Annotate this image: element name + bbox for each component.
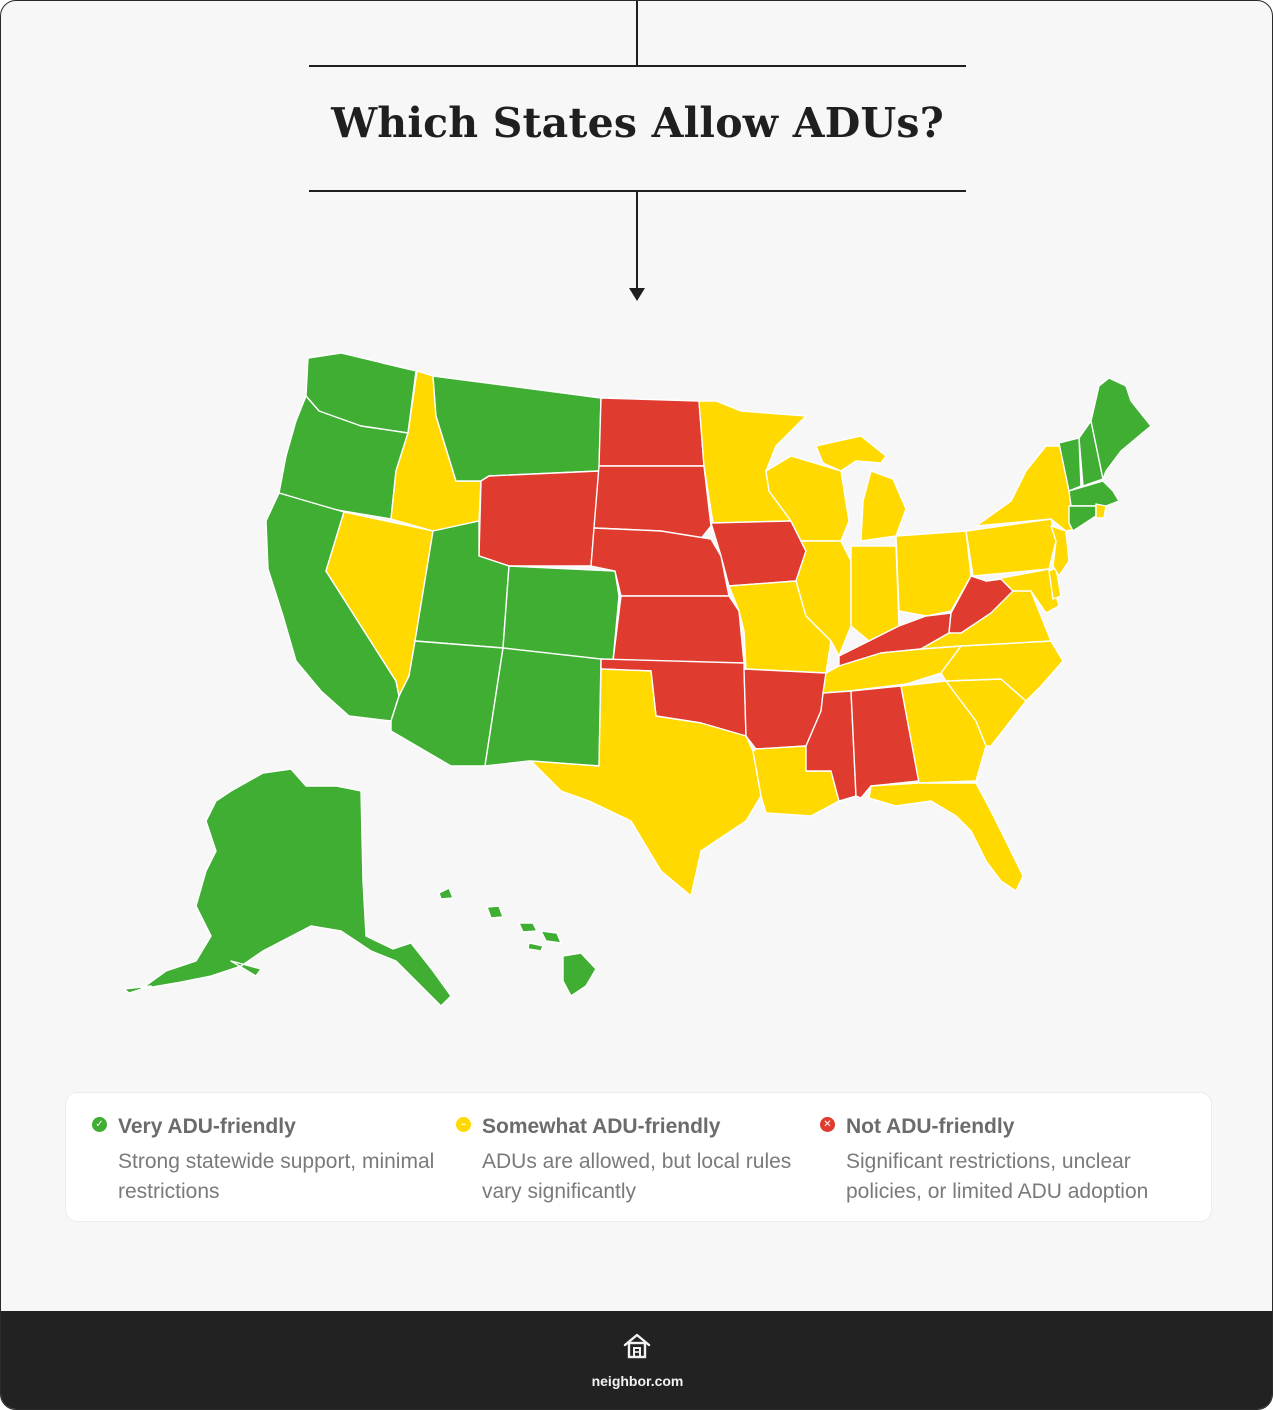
page-title: Which States Allow ADUs? [331,99,944,147]
legend-label: Very ADU-friendly [118,1115,296,1138]
state-delaware [1048,567,1062,600]
title-rule-bottom [309,190,966,192]
state-indiana [850,545,900,642]
state-north-carolina [940,640,1064,702]
footer-site-link[interactable]: neighbor.com [591,1373,684,1389]
arrow-line [636,192,638,290]
state-new-york [975,445,1077,532]
state-florida [868,782,1024,892]
check-icon: ✓ [92,1117,107,1132]
state-alaska [123,768,452,1007]
state-vermont [1058,437,1082,492]
state-illinois [795,540,852,657]
state-hawaii [438,887,597,997]
arrow-down-icon [629,288,645,301]
state-new-mexico [484,647,602,767]
legend-label: Not ADU-friendly [846,1115,1015,1138]
state-montana [432,375,602,482]
legend: ✓ Very ADU-friendly Strong statewide sup… [65,1092,1212,1222]
footer: neighbor.com [1,1311,1272,1409]
state-texas [530,668,762,897]
state-kansas [612,595,745,664]
state-wyoming [478,470,600,567]
legend-description: Strong statewide support, minimal restri… [118,1150,435,1203]
state-colorado [502,565,620,662]
title-rule-top [309,65,966,67]
state-north-dakota [598,397,705,467]
state-maine [1090,377,1152,480]
legend-description: Significant restrictions, unclear polici… [846,1150,1149,1203]
legend-description: ADUs are allowed, but local rules vary s… [482,1150,792,1203]
state-pennsylvania [965,518,1057,577]
state-connecticut [1068,505,1097,532]
legend-label: Somewhat ADU-friendly [482,1115,721,1138]
x-icon: ✕ [820,1117,835,1132]
state-rhode-island [1095,503,1107,519]
house-logo-icon [623,1333,651,1359]
top-connector-line [636,1,638,67]
minus-icon: – [456,1117,471,1132]
